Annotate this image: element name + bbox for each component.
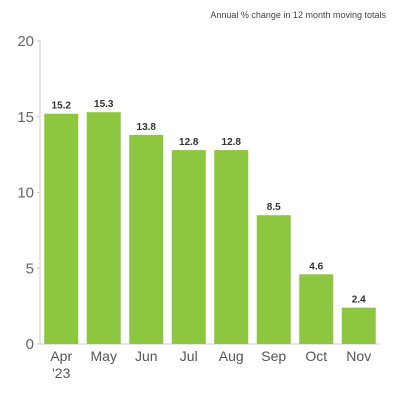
data-label: 12.8 (179, 137, 199, 148)
x-tick-label: Aug (219, 348, 244, 364)
bar (171, 150, 206, 344)
data-label: 12.8 (222, 137, 242, 148)
data-label: 8.5 (267, 202, 281, 213)
data-label: 2.4 (352, 295, 366, 306)
y-tick-label: 10 (17, 185, 34, 202)
y-tick-label: 5 (26, 260, 34, 277)
chart-subtitle: Annual % change in 12 month moving total… (210, 10, 386, 20)
bar (341, 307, 376, 344)
x-tick-label: Oct (305, 348, 327, 364)
x-tick-label: May (91, 348, 117, 364)
y-tick-label: 15 (17, 109, 34, 126)
x-axis-ticks: Apr '23 May Jun Jul Aug Sep Oct Nov (50, 348, 371, 381)
x-tick-label: Jun (135, 348, 158, 364)
data-label: 13.8 (137, 122, 157, 133)
x-tick-label: Sep (261, 348, 286, 364)
data-label: 15.3 (94, 99, 114, 110)
x-tick-label: Jul (180, 348, 198, 364)
chart-bars (44, 112, 376, 344)
data-label: 4.6 (309, 261, 323, 272)
x-tick-label: Apr '23 (50, 348, 72, 381)
bar (256, 215, 291, 344)
bar (44, 113, 79, 344)
data-labels: 15.2 15.3 13.8 12.8 12.8 8.5 4.6 2.4 (52, 99, 367, 305)
bar (129, 134, 164, 344)
x-tick-label: Nov (346, 348, 371, 364)
bar (86, 112, 121, 344)
bar (214, 150, 249, 344)
y-axis-ticks: 0 5 10 15 20 (17, 33, 34, 353)
y-tick-label: 0 (26, 336, 34, 353)
bar (299, 274, 334, 344)
y-tick-label: 20 (17, 33, 34, 50)
data-label: 15.2 (52, 101, 72, 112)
